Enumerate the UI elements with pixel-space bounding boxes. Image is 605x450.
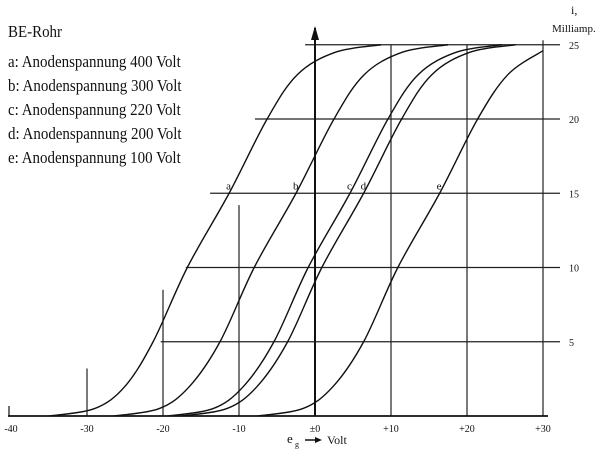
curve-label-e: e [437,180,442,192]
curve-d [181,44,516,417]
x-tick-label: +10 [383,424,399,435]
x-axis-label-subscript: g [295,440,299,449]
curve-label-b: b [293,180,299,192]
x-axis-label-unit: Volt [327,433,347,447]
y-tick-label: 20 [569,115,579,126]
y-tick-label: 25 [569,41,579,52]
y-axis-label-unit: Milliamp. [552,23,596,35]
legend-entry-b: b: Anodenspannung 300 Volt [8,76,182,95]
x-tick-label: -10 [232,424,245,435]
y-tick-label: 5 [569,338,574,349]
x-tick-label: -20 [156,424,169,435]
x-tick-label: +30 [535,424,551,435]
curve-label-c: c [347,180,352,192]
y-tick-label: 15 [569,189,579,200]
curve-label-a: a [226,180,231,192]
y-tick-label: 10 [569,264,579,275]
y-axis-arrow-icon [311,26,319,40]
x-tick-label: ±0 [310,424,321,435]
legend-entry-e: e: Anodenspannung 100 Volt [8,148,181,167]
legend-entry-a: a: Anodenspannung 400 Volt [8,52,181,71]
y-axis-label-symbol: i, [571,3,577,17]
curve-c [167,44,503,417]
curve-a [48,44,382,417]
x-tick-label: +20 [459,424,475,435]
curve-e [257,50,544,417]
legend-entry-d: d: Anodenspannung 200 Volt [8,124,182,143]
x-axis-label-symbol: e [287,431,293,446]
x-tick-label: -30 [80,424,93,435]
legend: BE-Rohr a: Anodenspannung 400 Volt b: An… [8,20,182,170]
curve-b [113,44,449,417]
x-tick-label: -40 [4,424,17,435]
x-axis-label-arrowhead-icon [315,437,322,443]
legend-entry-c: c: Anodenspannung 220 Volt [8,100,181,119]
curve-label-d: d [361,180,367,192]
chart-title: BE-Rohr [8,22,63,41]
